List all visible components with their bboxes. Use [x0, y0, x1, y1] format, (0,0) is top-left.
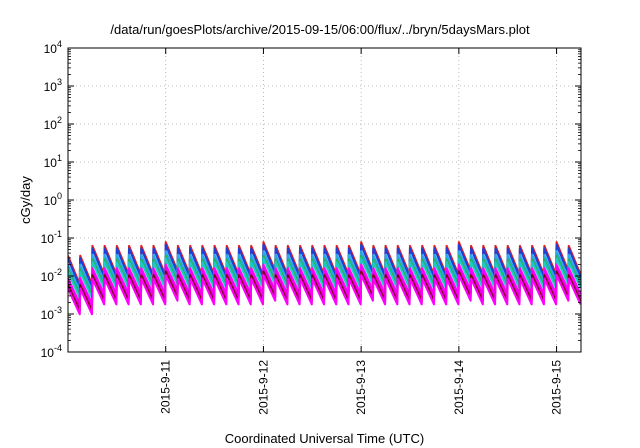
series-line-9	[68, 273, 581, 316]
x-tick-label: 2015-9-13	[354, 360, 368, 415]
chart-title: /data/run/goesPlots/archive/2015-09-15/0…	[110, 22, 530, 37]
series-group	[68, 241, 581, 316]
axis-tick-labels: 10-4 10-3 10-2 10-1 100 101 102 103 104 2015-9-11…	[41, 39, 564, 415]
grid	[68, 48, 581, 352]
y-tick-label: 104	[44, 39, 62, 56]
y-tick-label: 100	[44, 191, 62, 208]
y-tick-label: 103	[44, 77, 62, 94]
y-axis-label: cGy/day	[18, 176, 33, 224]
y-tick-label: 10-4	[41, 343, 62, 360]
x-tick-label: 2015-9-14	[452, 360, 466, 415]
x-tick-label: 2015-9-15	[550, 360, 564, 415]
x-tick-label: 2015-9-11	[159, 360, 173, 414]
x-axis-label: Coordinated Universal Time (UTC)	[225, 431, 424, 446]
y-tick-label: 102	[44, 115, 62, 132]
axis-ticks	[68, 47, 581, 353]
y-tick-label: 10-1	[41, 229, 62, 246]
y-tick-label: 10-3	[41, 305, 62, 322]
y-tick-label: 101	[44, 153, 62, 170]
y-tick-label: 10-2	[41, 267, 62, 284]
x-tick-label: 2015-9-12	[256, 360, 270, 415]
